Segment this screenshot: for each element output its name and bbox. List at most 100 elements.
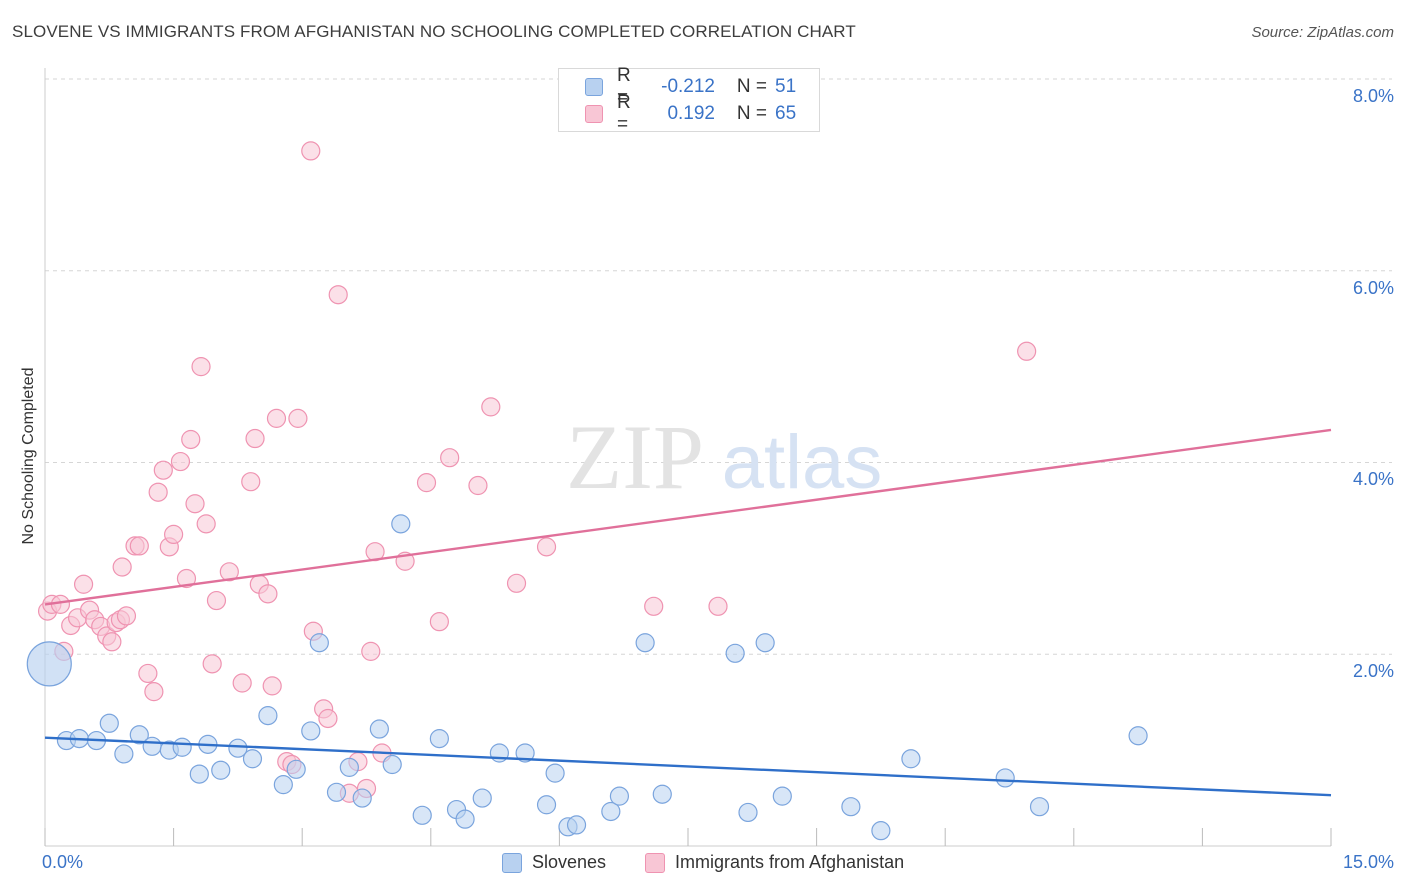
afghan-r-value: 0.192 — [667, 103, 715, 124]
data-point — [176, 568, 197, 589]
data-point — [196, 514, 216, 534]
data-point — [228, 738, 248, 758]
data-point — [609, 786, 630, 806]
data-point — [871, 821, 891, 841]
data-point — [326, 782, 347, 802]
data-point — [258, 706, 278, 726]
y-tick-6: 6.0% — [1352, 278, 1394, 298]
data-point — [50, 594, 71, 614]
data-point — [232, 673, 252, 693]
data-point — [566, 815, 587, 835]
data-point — [266, 408, 287, 428]
data-point — [472, 788, 492, 808]
data-point — [416, 473, 437, 493]
data-point — [153, 460, 173, 480]
data-point — [755, 633, 775, 653]
data-point — [361, 641, 381, 661]
data-point — [708, 596, 728, 616]
data-point — [258, 584, 278, 604]
grid-lines — [45, 78, 1392, 655]
data-point — [1128, 726, 1148, 746]
afghan-legend-swatch — [645, 852, 665, 873]
afghan-r-label: R = — [617, 92, 631, 135]
data-point — [429, 612, 449, 632]
watermark-atlas: atlas — [722, 420, 883, 505]
legend-row-afghan: R = 0.192 N = 65 — [585, 92, 815, 135]
data-point — [601, 801, 621, 822]
data-point — [515, 743, 535, 763]
data-point — [181, 429, 201, 450]
data-point — [995, 768, 1015, 788]
data-point — [189, 764, 209, 784]
watermark-zip: ZIP — [566, 406, 704, 508]
data-point — [170, 451, 191, 472]
slovenes-trend-line — [44, 736, 1332, 797]
data-point — [412, 805, 432, 825]
data-point — [468, 475, 488, 496]
source-label: Source: ZipAtlas.com — [1251, 24, 1394, 41]
data-point — [99, 713, 119, 733]
x-tick-max: 15.0% — [1342, 852, 1394, 872]
data-point — [635, 633, 655, 653]
data-point — [164, 524, 184, 545]
data-point — [301, 721, 321, 741]
data-point — [114, 744, 134, 764]
y-tick-2: 2.0% — [1352, 661, 1394, 681]
afghan-points — [37, 141, 1037, 803]
y-tick-4: 4.0% — [1352, 469, 1394, 489]
slovenes-n-value: 51 — [775, 76, 797, 97]
data-point — [481, 397, 501, 417]
data-point — [241, 472, 261, 492]
data-point — [429, 729, 449, 749]
y-tick-8: 8.0% — [1352, 86, 1394, 106]
data-point — [339, 757, 359, 777]
afghan-n-label: N = — [736, 103, 767, 124]
data-point — [112, 557, 132, 577]
data-point — [172, 737, 192, 757]
data-point — [286, 759, 306, 779]
trend-lines — [44, 428, 1332, 797]
slovenes-n-label: N = — [736, 76, 767, 97]
data-point — [148, 482, 168, 502]
x-tick-min: 0.0% — [42, 852, 84, 872]
data-point — [129, 725, 149, 745]
data-point — [644, 596, 664, 616]
legend-row-slovenes: R = -0.212 N = 51 — [585, 65, 815, 108]
data-point — [455, 809, 475, 829]
bottom-legend-afghan: Immigrants from Afghanistan — [645, 852, 904, 873]
bottom-legend-slovenes: Slovenes — [502, 852, 606, 873]
afghan-n-value: 65 — [775, 103, 797, 124]
data-point — [73, 574, 94, 594]
data-point — [219, 562, 239, 582]
slovenes-r-label: R = — [617, 65, 631, 108]
afghan-trend-line — [44, 428, 1332, 606]
data-point — [191, 357, 211, 377]
data-point — [772, 786, 792, 806]
data-point — [440, 448, 460, 468]
data-point — [262, 676, 282, 696]
data-point — [318, 708, 338, 729]
slovenes-r-value: -0.212 — [661, 76, 715, 97]
data-point — [26, 641, 72, 687]
slovene-points — [26, 514, 1148, 841]
data-point — [328, 285, 348, 305]
data-point — [288, 408, 308, 428]
chart-title: SLOVENE VS IMMIGRANTS FROM AFGHANISTAN N… — [12, 22, 856, 41]
data-point — [652, 784, 672, 804]
data-point — [185, 494, 205, 514]
data-point — [391, 514, 411, 534]
data-point — [273, 775, 293, 795]
data-point — [1029, 797, 1050, 817]
afghan-swatch — [585, 105, 603, 123]
data-point — [202, 654, 222, 674]
data-point — [142, 736, 162, 756]
data-point — [738, 802, 758, 823]
data-point — [901, 749, 921, 769]
correlation-legend: R = -0.212 N = 51 R = 0.192 N = 65 — [558, 65, 820, 135]
data-point — [1017, 341, 1037, 361]
data-point — [725, 643, 745, 663]
data-point — [536, 795, 557, 815]
data-point — [144, 682, 164, 702]
data-point — [245, 428, 265, 449]
